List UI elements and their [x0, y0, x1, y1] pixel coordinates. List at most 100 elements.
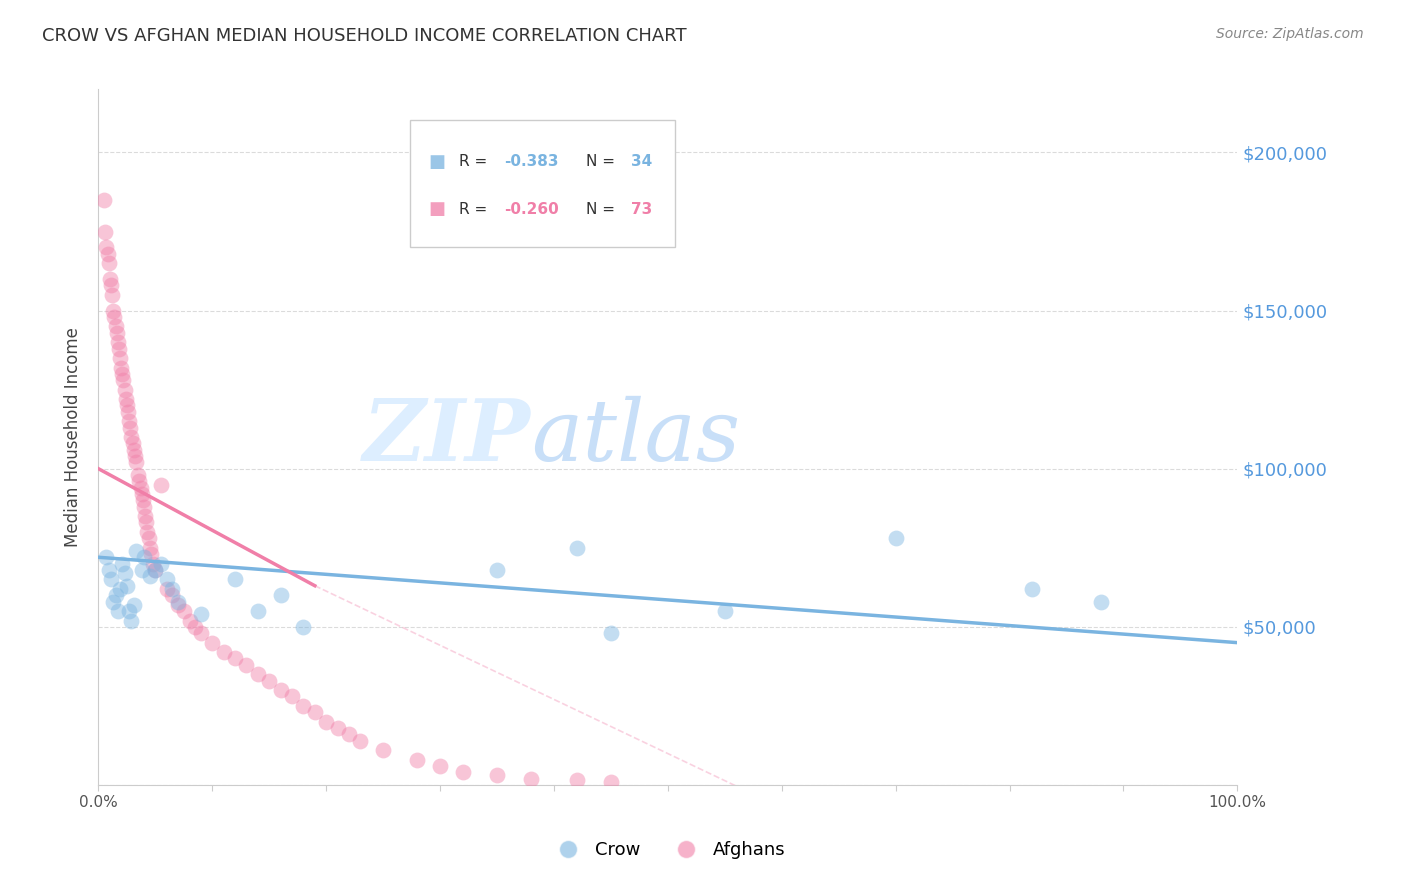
Text: ■: ■: [429, 200, 446, 219]
Point: [451, 765, 474, 780]
Point: [105, 326, 128, 340]
Point: [111, 557, 134, 571]
Point: [156, 582, 179, 596]
Point: [162, 582, 184, 596]
Point: [93, 193, 115, 207]
Point: [520, 772, 543, 786]
Point: [326, 721, 349, 735]
Point: [270, 588, 292, 602]
Point: [100, 278, 122, 293]
Point: [337, 727, 360, 741]
Point: [1021, 582, 1043, 596]
Point: [132, 500, 155, 514]
Point: [104, 588, 127, 602]
Point: [292, 698, 315, 713]
Point: [156, 573, 179, 587]
Point: [122, 442, 145, 457]
Point: [101, 287, 124, 301]
Point: [600, 774, 623, 789]
Point: [714, 604, 737, 618]
Point: [235, 657, 257, 672]
Point: [111, 367, 134, 381]
Point: [486, 563, 509, 577]
Point: [98, 272, 121, 286]
Legend: Crow, Afghans: Crow, Afghans: [543, 834, 793, 866]
Text: CROW VS AFGHAN MEDIAN HOUSEHOLD INCOME CORRELATION CHART: CROW VS AFGHAN MEDIAN HOUSEHOLD INCOME C…: [42, 27, 686, 45]
Point: [108, 582, 131, 596]
Point: [134, 509, 156, 524]
Point: [117, 405, 139, 419]
Point: [127, 468, 149, 483]
Point: [96, 246, 118, 260]
Point: [406, 753, 429, 767]
Point: [429, 759, 451, 773]
Point: [97, 563, 120, 577]
Point: [167, 598, 190, 612]
Point: [212, 645, 235, 659]
Point: [315, 714, 337, 729]
Point: [224, 573, 246, 587]
Point: [100, 573, 122, 587]
Point: [107, 604, 129, 618]
Point: [139, 547, 162, 561]
Point: [115, 399, 138, 413]
Point: [142, 557, 165, 571]
Point: [129, 481, 152, 495]
Point: [138, 569, 160, 583]
Y-axis label: Median Household Income: Median Household Income: [65, 327, 83, 547]
Point: [371, 743, 394, 757]
Point: [103, 303, 125, 318]
Point: [124, 449, 146, 463]
Text: -0.260: -0.260: [505, 202, 560, 217]
Point: [96, 550, 118, 565]
Point: [138, 531, 160, 545]
Point: [125, 544, 148, 558]
Point: [114, 383, 136, 397]
Point: [112, 373, 135, 387]
Point: [486, 768, 509, 782]
Text: R =: R =: [460, 154, 492, 169]
Text: ■: ■: [429, 153, 446, 171]
Point: [136, 524, 159, 539]
Text: 34: 34: [631, 154, 652, 169]
Point: [138, 541, 160, 555]
Point: [118, 604, 141, 618]
Point: [131, 563, 153, 577]
Point: [107, 335, 129, 350]
Point: [565, 541, 588, 555]
Text: 73: 73: [631, 202, 652, 217]
Point: [190, 607, 212, 622]
Point: [145, 563, 167, 577]
Point: [103, 310, 125, 324]
Point: [173, 604, 195, 618]
Point: [884, 531, 907, 545]
Text: atlas: atlas: [531, 396, 741, 478]
Point: [118, 414, 141, 428]
Point: [600, 626, 623, 640]
Text: -0.383: -0.383: [505, 154, 560, 169]
Point: [97, 256, 120, 270]
Point: [259, 673, 281, 688]
Text: Source: ZipAtlas.com: Source: ZipAtlas.com: [1216, 27, 1364, 41]
Point: [1090, 594, 1112, 608]
Point: [201, 635, 224, 649]
Point: [94, 225, 117, 239]
Point: [292, 620, 315, 634]
Point: [270, 683, 292, 698]
Point: [104, 319, 127, 334]
Point: [135, 516, 157, 530]
Point: [120, 430, 142, 444]
Point: [167, 594, 190, 608]
Point: [565, 773, 588, 788]
Text: ZIP: ZIP: [363, 395, 531, 479]
Point: [162, 588, 184, 602]
Point: [114, 566, 136, 580]
Point: [103, 594, 125, 608]
Point: [132, 550, 155, 565]
Text: N =: N =: [586, 202, 620, 217]
Point: [128, 475, 150, 489]
Point: [246, 604, 269, 618]
Point: [246, 667, 269, 681]
Point: [184, 620, 207, 634]
Point: [150, 557, 173, 571]
